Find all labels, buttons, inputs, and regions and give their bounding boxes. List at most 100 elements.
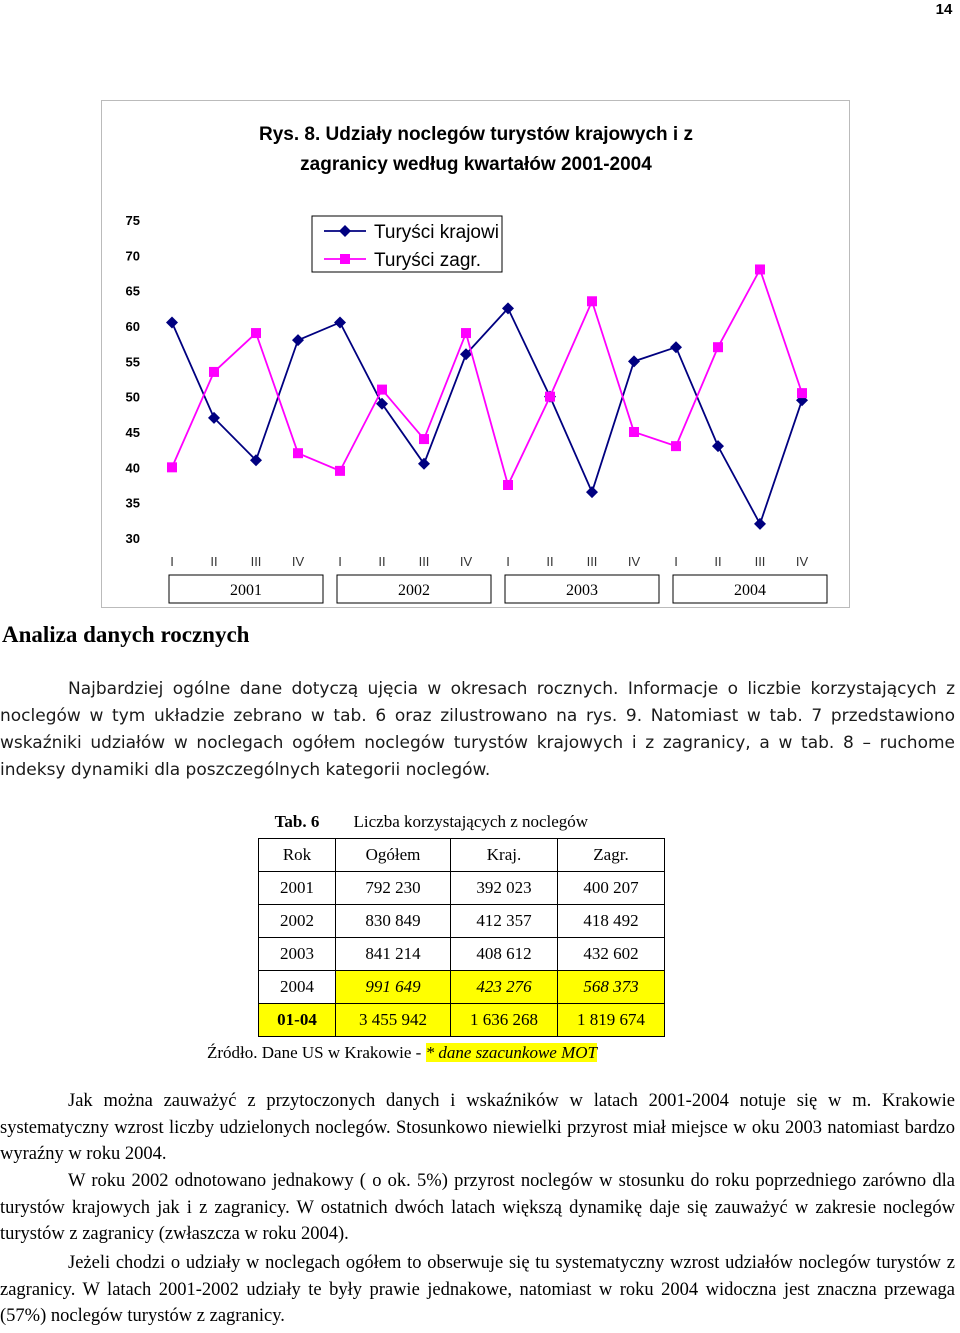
data-point-zagr xyxy=(629,427,639,437)
table-caption-row: Tab. 6 Liczba korzystających z noclegów xyxy=(259,806,665,839)
year-group-box xyxy=(168,574,324,604)
table-total-row: 01-04 3 455 942 1 636 268 1 819 674 xyxy=(258,1003,665,1037)
x-tick-label: III xyxy=(251,554,262,569)
header-cell: Kraj. xyxy=(450,838,558,872)
data-point-krajowi xyxy=(586,486,598,499)
line-chart: Rys. 8. Udziały noclegów turystów krajow… xyxy=(101,100,850,608)
header-cell: Rok xyxy=(258,838,336,872)
y-tick-label: 40 xyxy=(126,460,140,475)
chart-svg: Rys. 8. Udziały noclegów turystów krajow… xyxy=(126,124,828,604)
table-caption-label: Tab. 6 xyxy=(274,812,320,831)
x-tick-label: II xyxy=(546,554,553,569)
paragraph-2-text: Jak można zauważyć z przytoczonych danyc… xyxy=(0,1091,955,1164)
table-cell: 1 819 674 xyxy=(557,1003,665,1037)
table-cell: 3 455 942 xyxy=(335,1003,451,1037)
source-text: Źródło. Dane US w Krakowie - xyxy=(207,1043,426,1062)
data-point-krajowi xyxy=(334,316,346,329)
intro-paragraph-text: Najbardziej ogólne dane dotyczą ujęcia w… xyxy=(0,679,955,780)
year-label: 2004 xyxy=(734,582,766,599)
table-row: 2003 841 214 408 612 432 602 xyxy=(258,937,665,971)
data-point-zagr xyxy=(587,296,597,307)
x-tick-label: IV xyxy=(292,554,305,569)
table-cell: 2004 xyxy=(258,970,336,1004)
year-label: 2002 xyxy=(398,582,430,599)
y-tick-label: 75 xyxy=(126,213,140,228)
data-point-zagr xyxy=(293,448,303,459)
data-point-zagr xyxy=(167,462,177,473)
table-row: 2004 991 649 423 276 568 373 xyxy=(258,970,665,1004)
x-tick-label: II xyxy=(714,554,721,569)
data-point-zagr xyxy=(335,465,345,476)
y-tick-label: 30 xyxy=(126,531,140,546)
table-cell: 2003 xyxy=(258,937,336,971)
data-point-zagr xyxy=(461,328,471,339)
x-tick-label: IV xyxy=(460,554,473,569)
data-point-zagr xyxy=(419,434,429,445)
table-cell: 392 023 xyxy=(450,871,558,905)
x-tick-label: II xyxy=(378,554,385,569)
chart-title: Rys. 8. Udziały noclegów turystów krajow… xyxy=(259,124,693,145)
page-number: 14 xyxy=(935,1,953,18)
table-cell: 412 357 xyxy=(450,904,558,938)
year-label: 2001 xyxy=(230,582,262,599)
data-point-krajowi xyxy=(292,334,304,347)
x-tick-label: IV xyxy=(628,554,641,569)
data-point-zagr xyxy=(251,328,261,339)
table-cell: 400 207 xyxy=(557,871,665,905)
data-point-krajowi xyxy=(166,316,178,329)
x-tick-label: III xyxy=(419,554,430,569)
data-table: Tab. 6 Liczba korzystających z noclegów … xyxy=(258,806,665,1037)
chart-title: zagranicy według kwartałów 2001-2004 xyxy=(300,154,652,175)
table-cell-estimated: 568 373 xyxy=(557,970,665,1004)
intro-paragraph: Najbardziej ogólne dane dotyczą ujęcia w… xyxy=(0,676,955,784)
data-point-krajowi xyxy=(460,348,472,361)
data-point-krajowi xyxy=(250,454,262,467)
data-point-zagr xyxy=(713,342,723,353)
y-tick-label: 45 xyxy=(126,425,140,440)
table-cell: 830 849 xyxy=(335,904,451,938)
data-point-zagr xyxy=(671,441,681,452)
series-line-1 xyxy=(171,306,803,527)
data-point-zagr xyxy=(503,480,513,490)
table-header-row: Rok Ogółem Kraj. Zagr. xyxy=(258,838,665,872)
table-cell: 2001 xyxy=(258,871,336,905)
table-cell-estimated: 423 276 xyxy=(450,970,558,1004)
x-tick-label: IV xyxy=(796,554,809,569)
header-cell: Ogółem xyxy=(335,838,451,872)
header-cell: Zagr. xyxy=(557,838,665,872)
table-cell: 1 636 268 xyxy=(450,1003,558,1037)
data-point-zagr xyxy=(797,388,807,399)
data-point-zagr xyxy=(545,391,555,402)
year-label: 2003 xyxy=(566,582,598,599)
y-tick-label: 50 xyxy=(126,390,140,405)
table-source: Źródło. Dane US w Krakowie - * dane szac… xyxy=(207,1043,597,1063)
paragraph-4-text: Jeżeli chodzi o udziały w noclegach ogół… xyxy=(0,1253,955,1326)
y-tick-label: 70 xyxy=(126,248,140,263)
y-tick-label: 35 xyxy=(126,496,140,511)
table-cell: 432 602 xyxy=(557,937,665,971)
y-tick-label: 60 xyxy=(126,319,140,334)
section-heading: Analiza danych rocznych xyxy=(2,622,250,647)
legend-label: Turyści krajowi xyxy=(374,222,499,243)
table-cell: 418 492 xyxy=(557,904,665,938)
paragraph-3: W roku 2002 odnotowano jednakowy ( o ok.… xyxy=(0,1168,955,1248)
table-row: 2002 830 849 412 357 418 492 xyxy=(258,904,665,938)
year-group-box xyxy=(672,574,828,604)
data-point-krajowi xyxy=(670,341,682,354)
table-cell: 841 214 xyxy=(335,937,451,971)
legend-marker-diamond xyxy=(339,225,351,237)
data-point-krajowi xyxy=(502,302,514,315)
data-point-krajowi xyxy=(418,457,430,470)
legend-label: Turyści zagr. xyxy=(374,250,481,271)
legend-marker-square xyxy=(340,254,350,264)
data-point-krajowi xyxy=(208,411,220,424)
source-estimate-note: * dane szacunkowe MOT xyxy=(425,1043,597,1062)
data-point-krajowi xyxy=(628,355,640,368)
table-cell: 2002 xyxy=(258,904,336,938)
data-point-zagr xyxy=(755,264,765,275)
x-tick-label: I xyxy=(506,554,510,569)
table-cell: 408 612 xyxy=(450,937,558,971)
year-group-box xyxy=(504,574,660,604)
table-caption-title: Liczba korzystających z noclegów xyxy=(353,812,589,831)
table-cell: 792 230 xyxy=(335,871,451,905)
